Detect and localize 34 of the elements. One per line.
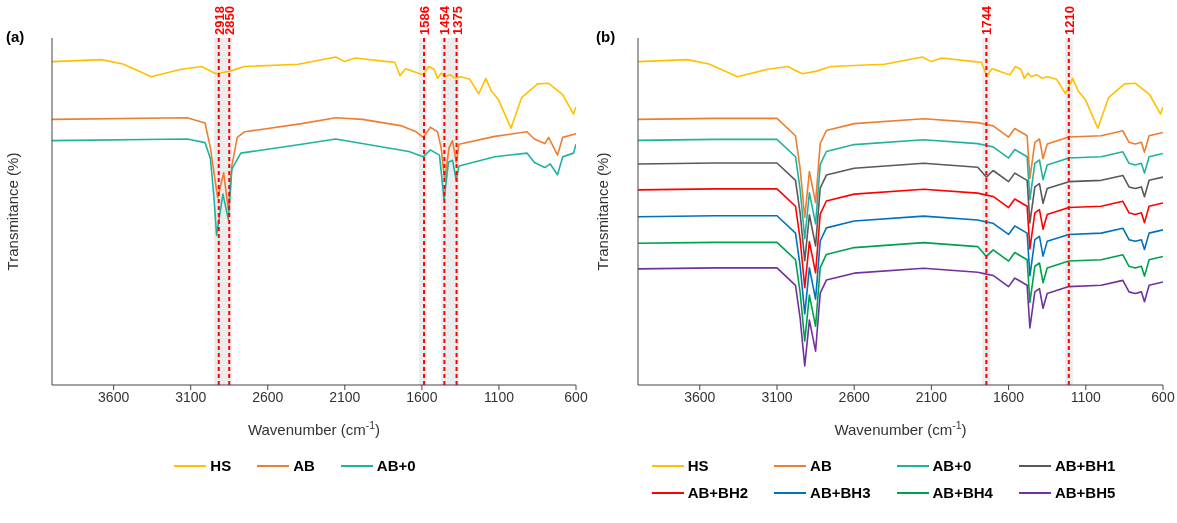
chart-title: (a) [6,28,25,45]
x-tick-label: 3600 [98,388,130,405]
chart-title: (b) [596,28,616,45]
legend-label: AB+BH2 [687,484,749,501]
x-tick-label: 3600 [684,388,716,405]
x-tick-label: 600 [564,388,588,405]
legend-label: AB+0 [932,457,972,474]
x-tick-label: 1600 [406,388,438,405]
x-axis-title: Wavenumber (cm$^{-1}$) [834,419,967,438]
legend-label: HS [210,457,232,474]
x-tick-label: 1100 [1070,388,1102,405]
legend-label: AB+BH5 [1054,484,1116,501]
legend-label: AB+BH4 [932,484,993,501]
x-tick-label: 3100 [175,388,207,405]
legend-label: AB+BH1 [1054,457,1116,474]
legend-label: AB+0 [376,457,416,474]
legend-label: HS [687,457,709,474]
x-tick-label: 3100 [761,388,793,405]
legend-label: AB+BH3 [810,484,871,501]
x-axis-title: Wavenumber (cm$^{-1}$) [247,419,381,438]
x-tick-label: 600 [1151,388,1175,405]
ref-line-label: 1586 [417,6,433,35]
x-tick-label: 1100 [483,388,515,405]
x-tick-label: 1600 [993,388,1025,405]
ref-line-label: 1210 [1061,6,1077,35]
x-tick-label: 2100 [329,388,361,405]
legend-label: AB [810,457,832,474]
x-tick-label: 2100 [915,388,948,405]
y-axis-title: Transmitance (%) [4,152,21,271]
ref-line-label: 1744 [979,5,995,35]
x-tick-label: 2600 [252,388,284,405]
y-axis-title: Transmitance (%) [594,152,611,271]
legend-label: AB [293,457,315,474]
x-tick-label: 2600 [838,388,870,405]
